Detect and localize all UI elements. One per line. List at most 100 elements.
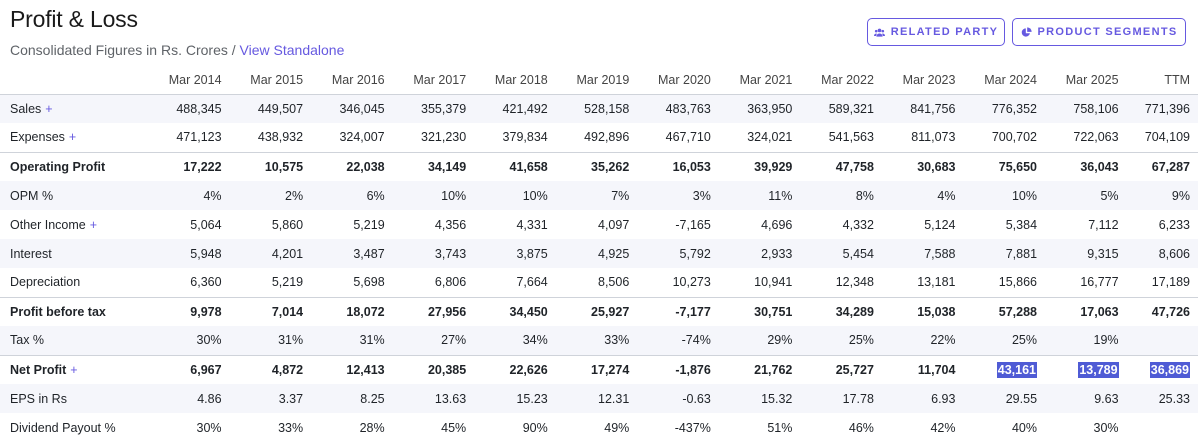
table-cell: 10%: [474, 181, 556, 210]
cell-value: 8.25: [360, 391, 385, 406]
row-label: Depreciation: [0, 268, 148, 297]
table-cell: 363,950: [718, 94, 801, 123]
table-cell: 9%: [1126, 181, 1198, 210]
cell-value: 13.63: [434, 391, 467, 406]
row-label-header: [0, 66, 148, 95]
cell-value: 22,038: [346, 159, 385, 174]
cell-value: 21,762: [754, 362, 793, 377]
related-party-button[interactable]: RELATED PARTY: [867, 18, 1005, 46]
table-cell: 5%: [1045, 181, 1127, 210]
cell-value: 45%: [441, 420, 467, 435]
table-cell: 27,956: [392, 296, 475, 326]
table-cell: 35,262: [555, 151, 638, 181]
row-label[interactable]: Other Income +: [0, 210, 148, 239]
product-segments-button[interactable]: PRODUCT SEGMENTS: [1012, 18, 1186, 46]
column-header: Mar 2016: [311, 66, 393, 95]
table-cell: 17,189: [1127, 268, 1198, 297]
cell-value: 10,941: [754, 275, 793, 290]
row-label[interactable]: Sales +: [0, 94, 148, 123]
expand-plus-icon[interactable]: +: [68, 130, 77, 145]
cell-value: 90%: [522, 420, 548, 435]
cell-value: 33%: [278, 420, 304, 435]
table-cell: 4.86: [148, 384, 230, 413]
table-cell: 541,563: [800, 123, 882, 152]
table-cell: 13.63: [392, 384, 475, 413]
expand-plus-icon[interactable]: +: [70, 362, 78, 377]
cell-value: 379,834: [502, 130, 548, 145]
table-row: Operating Profit 17,222 10,575 22,038 34,149…: [0, 151, 1198, 181]
cell-value: 10%: [441, 188, 467, 203]
table-cell: 700,702: [963, 123, 1045, 152]
row-label-text: Expenses: [10, 130, 65, 145]
table-cell: 811,073: [882, 123, 964, 152]
table-cell: 9.63: [1045, 384, 1127, 413]
cell-value: 15,038: [917, 304, 956, 319]
cell-value: 27%: [441, 333, 467, 348]
table-cell: 4,356: [393, 210, 475, 239]
cell-value: 67,287: [1151, 159, 1190, 174]
table-cell: 4,331: [474, 210, 556, 239]
cell-value: 700,702: [991, 130, 1038, 145]
table-row: OPM % 4% 2% 6% 10% 10% 7% 3% 11% 8% 4% 10% 5% 9%: [0, 181, 1198, 210]
table-cell: 10,575: [229, 151, 312, 181]
table-cell: 29.55: [963, 384, 1046, 413]
table-cell: 20,385: [392, 354, 475, 384]
table-row: Interest 5,948 4,201 3,487 3,743 3,875 4,925 5,…: [0, 239, 1198, 268]
table-row: Tax % 30% 31% 31% 27% 34% 33% -74% 29% 25% 22% 25% 1…: [0, 326, 1198, 355]
table-cell: 9,978: [148, 296, 230, 326]
table-cell: 22,626: [474, 354, 556, 384]
cell-value: 324,007: [339, 130, 385, 145]
table-cell: 67,287: [1126, 151, 1198, 181]
expand-plus-icon[interactable]: +: [45, 101, 53, 116]
cell-value: 25%: [848, 333, 874, 348]
table-cell: 12,348: [800, 268, 882, 297]
table-cell: 17,063: [1045, 296, 1127, 326]
cell-value: 5,384: [1005, 217, 1038, 232]
table-cell: 5,124: [882, 210, 964, 239]
row-label-text: OPM %: [10, 188, 54, 203]
table-cell: 5,454: [800, 239, 882, 268]
row-label[interactable]: Expenses +: [0, 123, 148, 152]
table-cell: 13,789: [1045, 354, 1127, 384]
table-cell: 36,869: [1126, 354, 1198, 384]
table-cell: 2,933: [718, 239, 801, 268]
table-cell: 6,967: [148, 354, 230, 384]
cell-value: 33%: [604, 333, 630, 348]
table-cell: 25%: [800, 326, 882, 355]
table-row: Other Income +5,064 5,860 5,219 4,356 4,331 4,…: [0, 210, 1198, 239]
table-cell: 9,315: [1045, 239, 1127, 268]
cell-value: 9%: [1171, 188, 1190, 203]
table-cell: 41,658: [474, 151, 556, 181]
column-header: Mar 2021: [718, 66, 801, 95]
cell-value: 16,053: [672, 159, 711, 174]
table-cell: -437%: [637, 413, 719, 440]
table-cell: 18,072: [311, 296, 393, 326]
table-cell: 5,219: [311, 210, 393, 239]
view-standalone-link[interactable]: View Standalone: [239, 42, 345, 58]
cell-value: 7%: [611, 188, 630, 203]
table-cell: 5,219: [230, 268, 312, 297]
cell-value: 30%: [196, 420, 222, 435]
table-cell: 7,014: [229, 296, 312, 326]
table-cell: 11%: [718, 181, 801, 210]
table-cell: 36,043: [1045, 151, 1127, 181]
cell-value: 471,123: [176, 130, 222, 145]
table-cell: 7,588: [881, 239, 964, 268]
table-cell: 51%: [719, 413, 801, 440]
row-label[interactable]: Net Profit +: [0, 354, 148, 384]
cell-value: 355,379: [421, 101, 467, 116]
table-cell: 29%: [718, 326, 801, 355]
cell-value: 4,201: [271, 246, 304, 261]
table-row: Expenses +471,123 438,932 324,007 321,230 379…: [0, 123, 1198, 152]
table-cell: 40%: [963, 413, 1045, 440]
row-label: Interest: [0, 239, 148, 268]
table-cell: 4,872: [229, 354, 312, 384]
table-cell: 5,860: [230, 210, 312, 239]
expand-plus-icon[interactable]: +: [89, 217, 98, 232]
cell-value: 589,321: [828, 101, 874, 116]
cell-value: 811,073: [911, 130, 956, 145]
row-label: Tax %: [0, 326, 148, 355]
cell-value: 30,683: [917, 159, 956, 174]
table-cell: 27%: [392, 326, 475, 355]
table-cell: [1126, 326, 1198, 355]
